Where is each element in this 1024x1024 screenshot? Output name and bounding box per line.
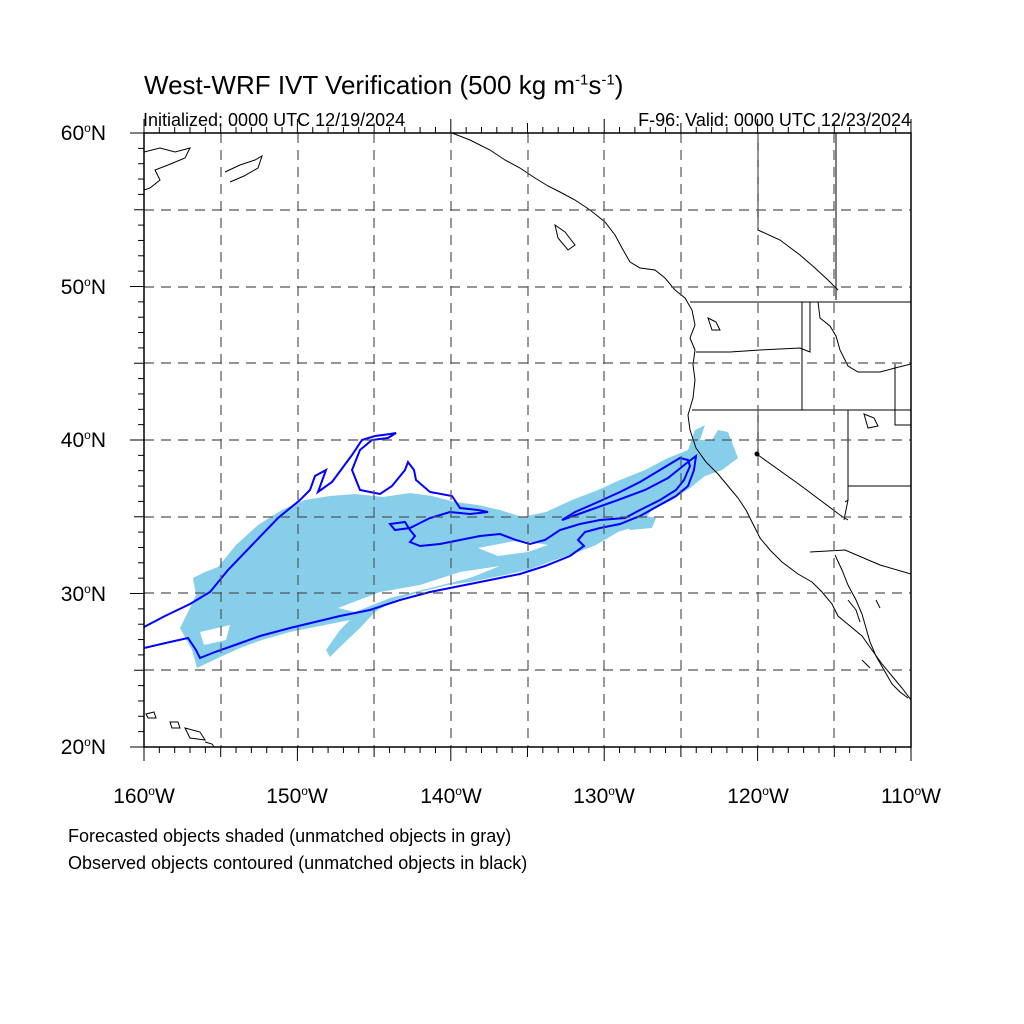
lon-label-150w: 150oW	[266, 784, 328, 808]
forecast-gap	[200, 625, 230, 645]
legend-note-observed: Observed objects contoured (unmatched ob…	[68, 853, 528, 873]
legend-note-forecast: Forecasted objects shaded (unmatched obj…	[68, 826, 512, 846]
forecast-ivt-object	[180, 425, 738, 668]
forecast-ivt-fragment	[618, 514, 656, 530]
lon-label-110w: 110oW	[881, 784, 941, 808]
forecast-gap	[338, 566, 500, 612]
initialized-label: Initialized: 0000 UTC 12/19/2024	[143, 110, 406, 130]
lon-label-160w: 160oW	[113, 784, 175, 808]
axis-ticks	[130, 119, 912, 761]
lat-label-50n: 50oN	[60, 275, 106, 299]
lat-label-30n: 30oN	[60, 582, 106, 606]
chart-title: West-WRF IVT Verification (500 kg m-1s-1…	[144, 70, 624, 100]
lat-label-20n: 20oN	[60, 735, 106, 759]
coastlines	[144, 133, 911, 747]
valid-time-label: F-96: Valid: 0000 UTC 12/23/2024	[638, 110, 911, 130]
lon-label-140w: 140oW	[420, 784, 482, 808]
observed-ivt-contour	[144, 432, 698, 660]
lat-label-60n: 60oN	[60, 121, 106, 145]
lon-label-120w: 120oW	[727, 784, 789, 808]
lat-label-40n: 40oN	[60, 428, 106, 452]
lon-label-130w: 130oW	[573, 784, 635, 808]
graticule	[144, 133, 911, 747]
political-boundaries	[690, 133, 911, 575]
